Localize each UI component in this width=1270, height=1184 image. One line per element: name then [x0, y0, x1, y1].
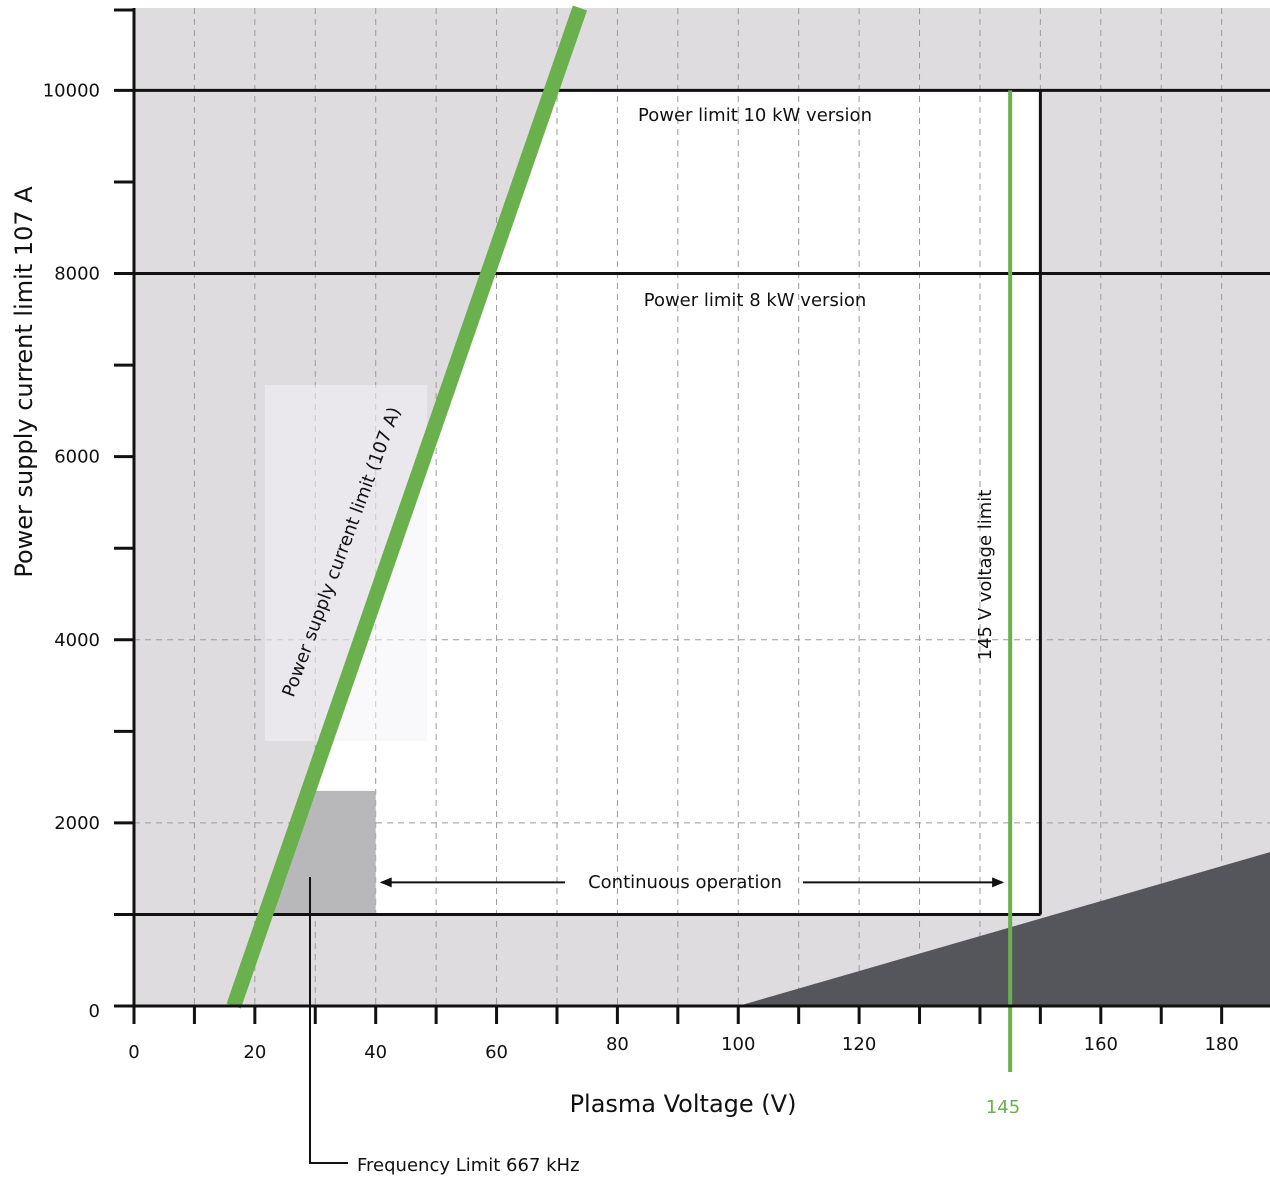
x-tick-label: 120 — [842, 1034, 876, 1055]
frequency-limit-box — [265, 790, 376, 915]
frequency-limit-label: Frequency Limit 667 kHz — [357, 1155, 580, 1176]
voltage-limit-value-label: 145 — [986, 1097, 1020, 1118]
x-tick-label: 180 — [1204, 1034, 1238, 1055]
y-tick-label: 4000 — [54, 630, 100, 651]
dark-region — [738, 852, 1270, 1006]
x-tick-label: 60 — [485, 1042, 508, 1063]
x-tick-label: 80 — [606, 1034, 629, 1055]
x-tick-label: 40 — [364, 1042, 387, 1063]
x-axis-title: Plasma Voltage (V) — [570, 1090, 797, 1118]
allowed-operating-region — [265, 90, 1041, 915]
y-axis-title: Power supply current limit 107 A — [10, 186, 38, 578]
current-limit-line — [226, 5, 588, 1009]
y-tick-label: 0 — [89, 1001, 100, 1022]
frequency-limit-leader — [309, 877, 348, 1164]
power-limit-10kw-label: Power limit 10 kW version — [638, 105, 872, 126]
continuous-operation-label: Continuous operation — [588, 872, 782, 893]
x-tick-label: 20 — [243, 1042, 266, 1063]
power-limit-8kw-label: Power limit 8 kW version — [644, 290, 867, 311]
x-tick-label: 0 — [128, 1042, 139, 1063]
continuous-arrow-right-head — [992, 877, 1005, 888]
voltage-limit-label: 145 V voltage limit — [975, 490, 996, 661]
continuous-arrow-left-head — [379, 877, 392, 888]
x-tick-label: 160 — [1084, 1034, 1118, 1055]
y-tick-label: 8000 — [54, 264, 100, 285]
y-tick-label: 10000 — [43, 80, 100, 101]
y-tick-label: 6000 — [54, 447, 100, 468]
y-tick-label: 2000 — [54, 813, 100, 834]
x-tick-label: 100 — [721, 1034, 755, 1055]
